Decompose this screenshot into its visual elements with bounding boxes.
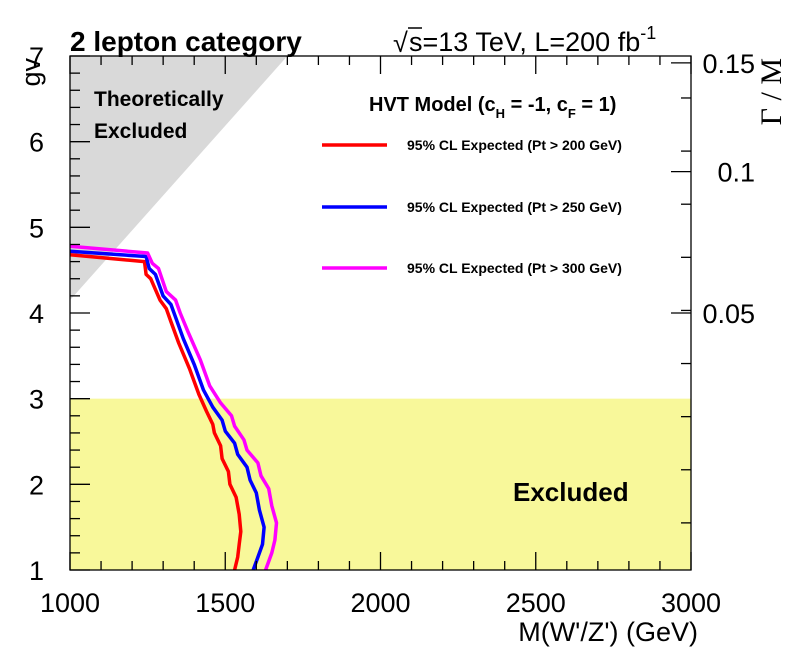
y2-tick-label: 0.15 [702, 49, 755, 79]
y-tick-label: 7 [29, 42, 44, 72]
energy-label: s=13 TeV, L=200 fb-1 [409, 23, 656, 57]
x-tick-label: 3000 [661, 588, 721, 618]
y-axis-title: gv [16, 58, 46, 87]
legend-label-1: 95% CL Expected (Pt > 200 GeV) [407, 137, 622, 153]
y-tick-label: 2 [29, 470, 44, 500]
y2-axis-title: Γ / M [755, 58, 788, 125]
theory-label-line1: Theoretically [94, 88, 224, 111]
y-tick-label: 6 [29, 128, 44, 158]
sqrt-symbol: √ [393, 28, 408, 58]
x-tick-label: 2000 [350, 588, 410, 618]
theory-label-line2: Excluded [94, 120, 187, 143]
series-line-1 [69, 252, 243, 571]
y-tick-label: 3 [29, 385, 44, 415]
series-line-3 [69, 244, 279, 571]
legend-title: HVT Model (cH = -1, cF = 1) [369, 94, 616, 121]
theory-excluded-region [70, 56, 288, 301]
legend-title-sub2: F [568, 106, 576, 121]
y-tick-label: 4 [29, 299, 44, 329]
category-label: 2 lepton category [70, 26, 302, 57]
legend-title-suffix: = 1) [576, 94, 617, 116]
tick-group: 1000 1500 2000 2500 3000 1 2 3 4 5 6 7 0.05 0.1 0.15 [29, 42, 755, 618]
x-tick-label: 1500 [195, 588, 255, 618]
energy-text: s=13 TeV, L=200 fb [409, 27, 640, 57]
legend-title-prefix: HVT Model (c [369, 94, 496, 116]
x-tick-label: 1000 [40, 588, 100, 618]
x-tick-label: 2500 [506, 588, 566, 618]
y-tick-label: 1 [29, 556, 44, 586]
legend-title-sub1: H [496, 106, 505, 121]
y-tick-label: 5 [29, 213, 44, 243]
legend: 95% CL Expected (Pt > 200 GeV) 95% CL Exp… [322, 137, 622, 276]
x-axis-title: M(W'/Z') (GeV) [518, 617, 698, 647]
series-line-2 [69, 249, 266, 571]
y2-tick-label: 0.05 [702, 299, 755, 329]
excluded-region [70, 398, 691, 570]
legend-label-3: 95% CL Expected (Pt > 300 GeV) [407, 260, 622, 276]
legend-label-2: 95% CL Expected (Pt > 250 GeV) [407, 199, 622, 215]
legend-title-mid: = -1, c [505, 94, 568, 116]
y2-tick-label: 0.1 [717, 158, 755, 188]
series-group [69, 244, 279, 571]
lumi-superscript: -1 [640, 23, 656, 43]
excluded-label: Excluded [513, 477, 629, 507]
